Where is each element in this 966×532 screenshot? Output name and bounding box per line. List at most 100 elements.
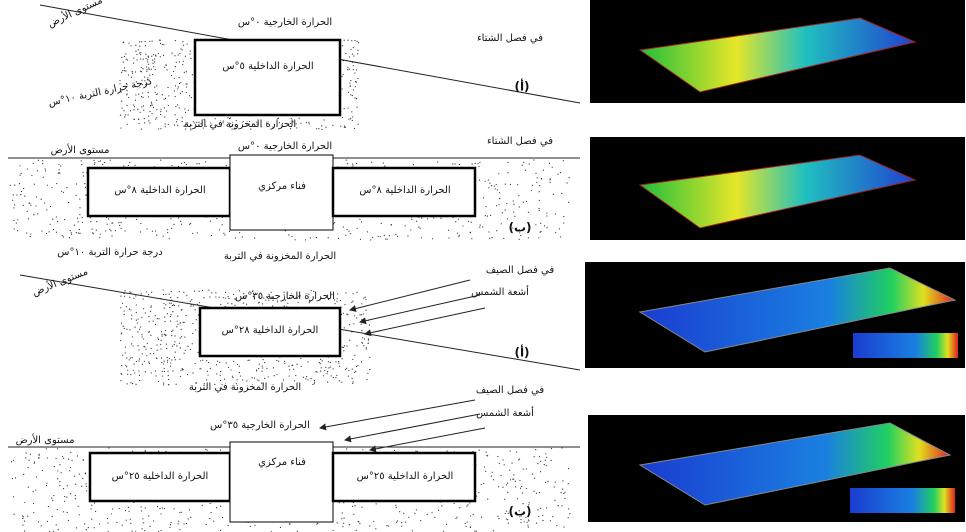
- soil-dot: [174, 55, 175, 56]
- soil-dot: [335, 303, 336, 304]
- soil-dot: [21, 191, 22, 192]
- soil-dot: [353, 47, 354, 48]
- soil-dot: [153, 353, 154, 354]
- soil-dot: [365, 299, 366, 300]
- soil-dot: [141, 41, 142, 42]
- soil-dot: [535, 173, 536, 174]
- soil-dot: [178, 77, 179, 78]
- soil-dot: [342, 88, 343, 89]
- soil-dot: [14, 204, 15, 205]
- soil-dot: [316, 128, 317, 129]
- soil-dot: [57, 448, 58, 449]
- soil-dot: [294, 239, 295, 240]
- soil-dot: [335, 377, 336, 378]
- soil-dot: [168, 95, 169, 96]
- soil-dot: [139, 123, 140, 124]
- soil-dot: [155, 55, 156, 56]
- soil-dot: [247, 360, 248, 361]
- ground-label: مستوى الأرض: [16, 433, 75, 446]
- soil-dot: [534, 456, 535, 457]
- soil-dot: [172, 311, 173, 312]
- courtyard-label: فناء مركزي: [258, 181, 306, 192]
- soil-dot: [547, 481, 548, 482]
- soil-dot: [141, 67, 142, 68]
- soil-dot: [58, 164, 59, 165]
- soil-dot: [181, 224, 182, 225]
- season: في فصل الشتاء: [487, 136, 553, 147]
- soil-dot: [74, 476, 75, 477]
- soil-dot: [502, 459, 503, 460]
- soil-dot: [19, 183, 20, 184]
- soil-dot: [186, 83, 187, 84]
- soil-dot: [29, 203, 30, 204]
- soil-dot: [175, 85, 176, 86]
- soil-dot: [488, 231, 489, 232]
- soil-dot: [23, 516, 24, 517]
- soil-dot: [170, 316, 171, 317]
- soil-dot: [138, 349, 139, 350]
- soil-dot: [177, 125, 178, 126]
- soil-dot: [170, 366, 171, 367]
- soil-dot: [242, 236, 243, 237]
- soil-dot: [352, 378, 353, 379]
- soil-dot: [174, 357, 175, 358]
- soil-dot: [224, 234, 225, 235]
- soil-dot: [480, 225, 481, 226]
- soil-dot: [189, 509, 190, 510]
- soil-dot: [216, 373, 217, 374]
- soil-dot: [108, 218, 109, 219]
- soil-dot: [200, 360, 201, 361]
- soil-dot: [179, 359, 180, 360]
- soil-dot: [163, 236, 164, 237]
- soil-dot: [68, 459, 69, 460]
- soil-dot: [36, 476, 37, 477]
- soil-dot: [90, 217, 91, 218]
- soil-dot: [540, 223, 541, 224]
- soil-dot: [519, 480, 520, 481]
- soil-dot: [465, 523, 466, 524]
- soil-dot: [501, 223, 502, 224]
- soil-dot: [137, 109, 138, 110]
- soil-dot: [163, 303, 164, 304]
- soil-dot: [30, 236, 31, 237]
- soil-dot: [167, 361, 168, 362]
- soil-dot: [498, 518, 499, 519]
- soil-dot: [132, 383, 133, 384]
- soil-dot: [421, 218, 422, 219]
- soil-dot: [116, 522, 117, 523]
- soil-dot: [556, 525, 557, 526]
- soil-dot: [172, 370, 173, 371]
- soil-dot: [82, 478, 83, 479]
- soil-dot: [307, 361, 308, 362]
- soil-dot: [196, 163, 197, 164]
- soil-dot: [163, 294, 164, 295]
- soil-dot: [320, 359, 321, 360]
- soil-dot: [22, 524, 23, 525]
- soil-dot: [353, 55, 354, 56]
- soil-dot: [124, 328, 125, 329]
- soil-dot: [163, 363, 164, 364]
- soil-dot: [293, 369, 294, 370]
- soil-dot: [152, 74, 153, 75]
- soil-dot: [23, 188, 24, 189]
- soil-dot: [405, 225, 406, 226]
- soil-dot: [347, 163, 348, 164]
- soil-dot: [139, 112, 140, 113]
- soil-dot: [99, 523, 100, 524]
- soil-dot: [151, 372, 152, 373]
- soil-dot: [539, 210, 540, 211]
- soil-dot: [529, 502, 530, 503]
- soil-dot: [554, 500, 555, 501]
- soil-dot: [151, 113, 152, 114]
- soil-dot: [167, 360, 168, 361]
- soil-dot: [416, 509, 417, 510]
- soil-dot: [352, 116, 353, 117]
- soil-dot: [69, 470, 70, 471]
- soil-dot: [139, 41, 140, 42]
- soil-dot: [363, 297, 364, 298]
- soil-dot: [199, 163, 200, 164]
- soil-dot: [135, 94, 136, 95]
- soil-dot: [79, 198, 80, 199]
- soil-dot: [13, 194, 14, 195]
- soil-dot: [361, 330, 362, 331]
